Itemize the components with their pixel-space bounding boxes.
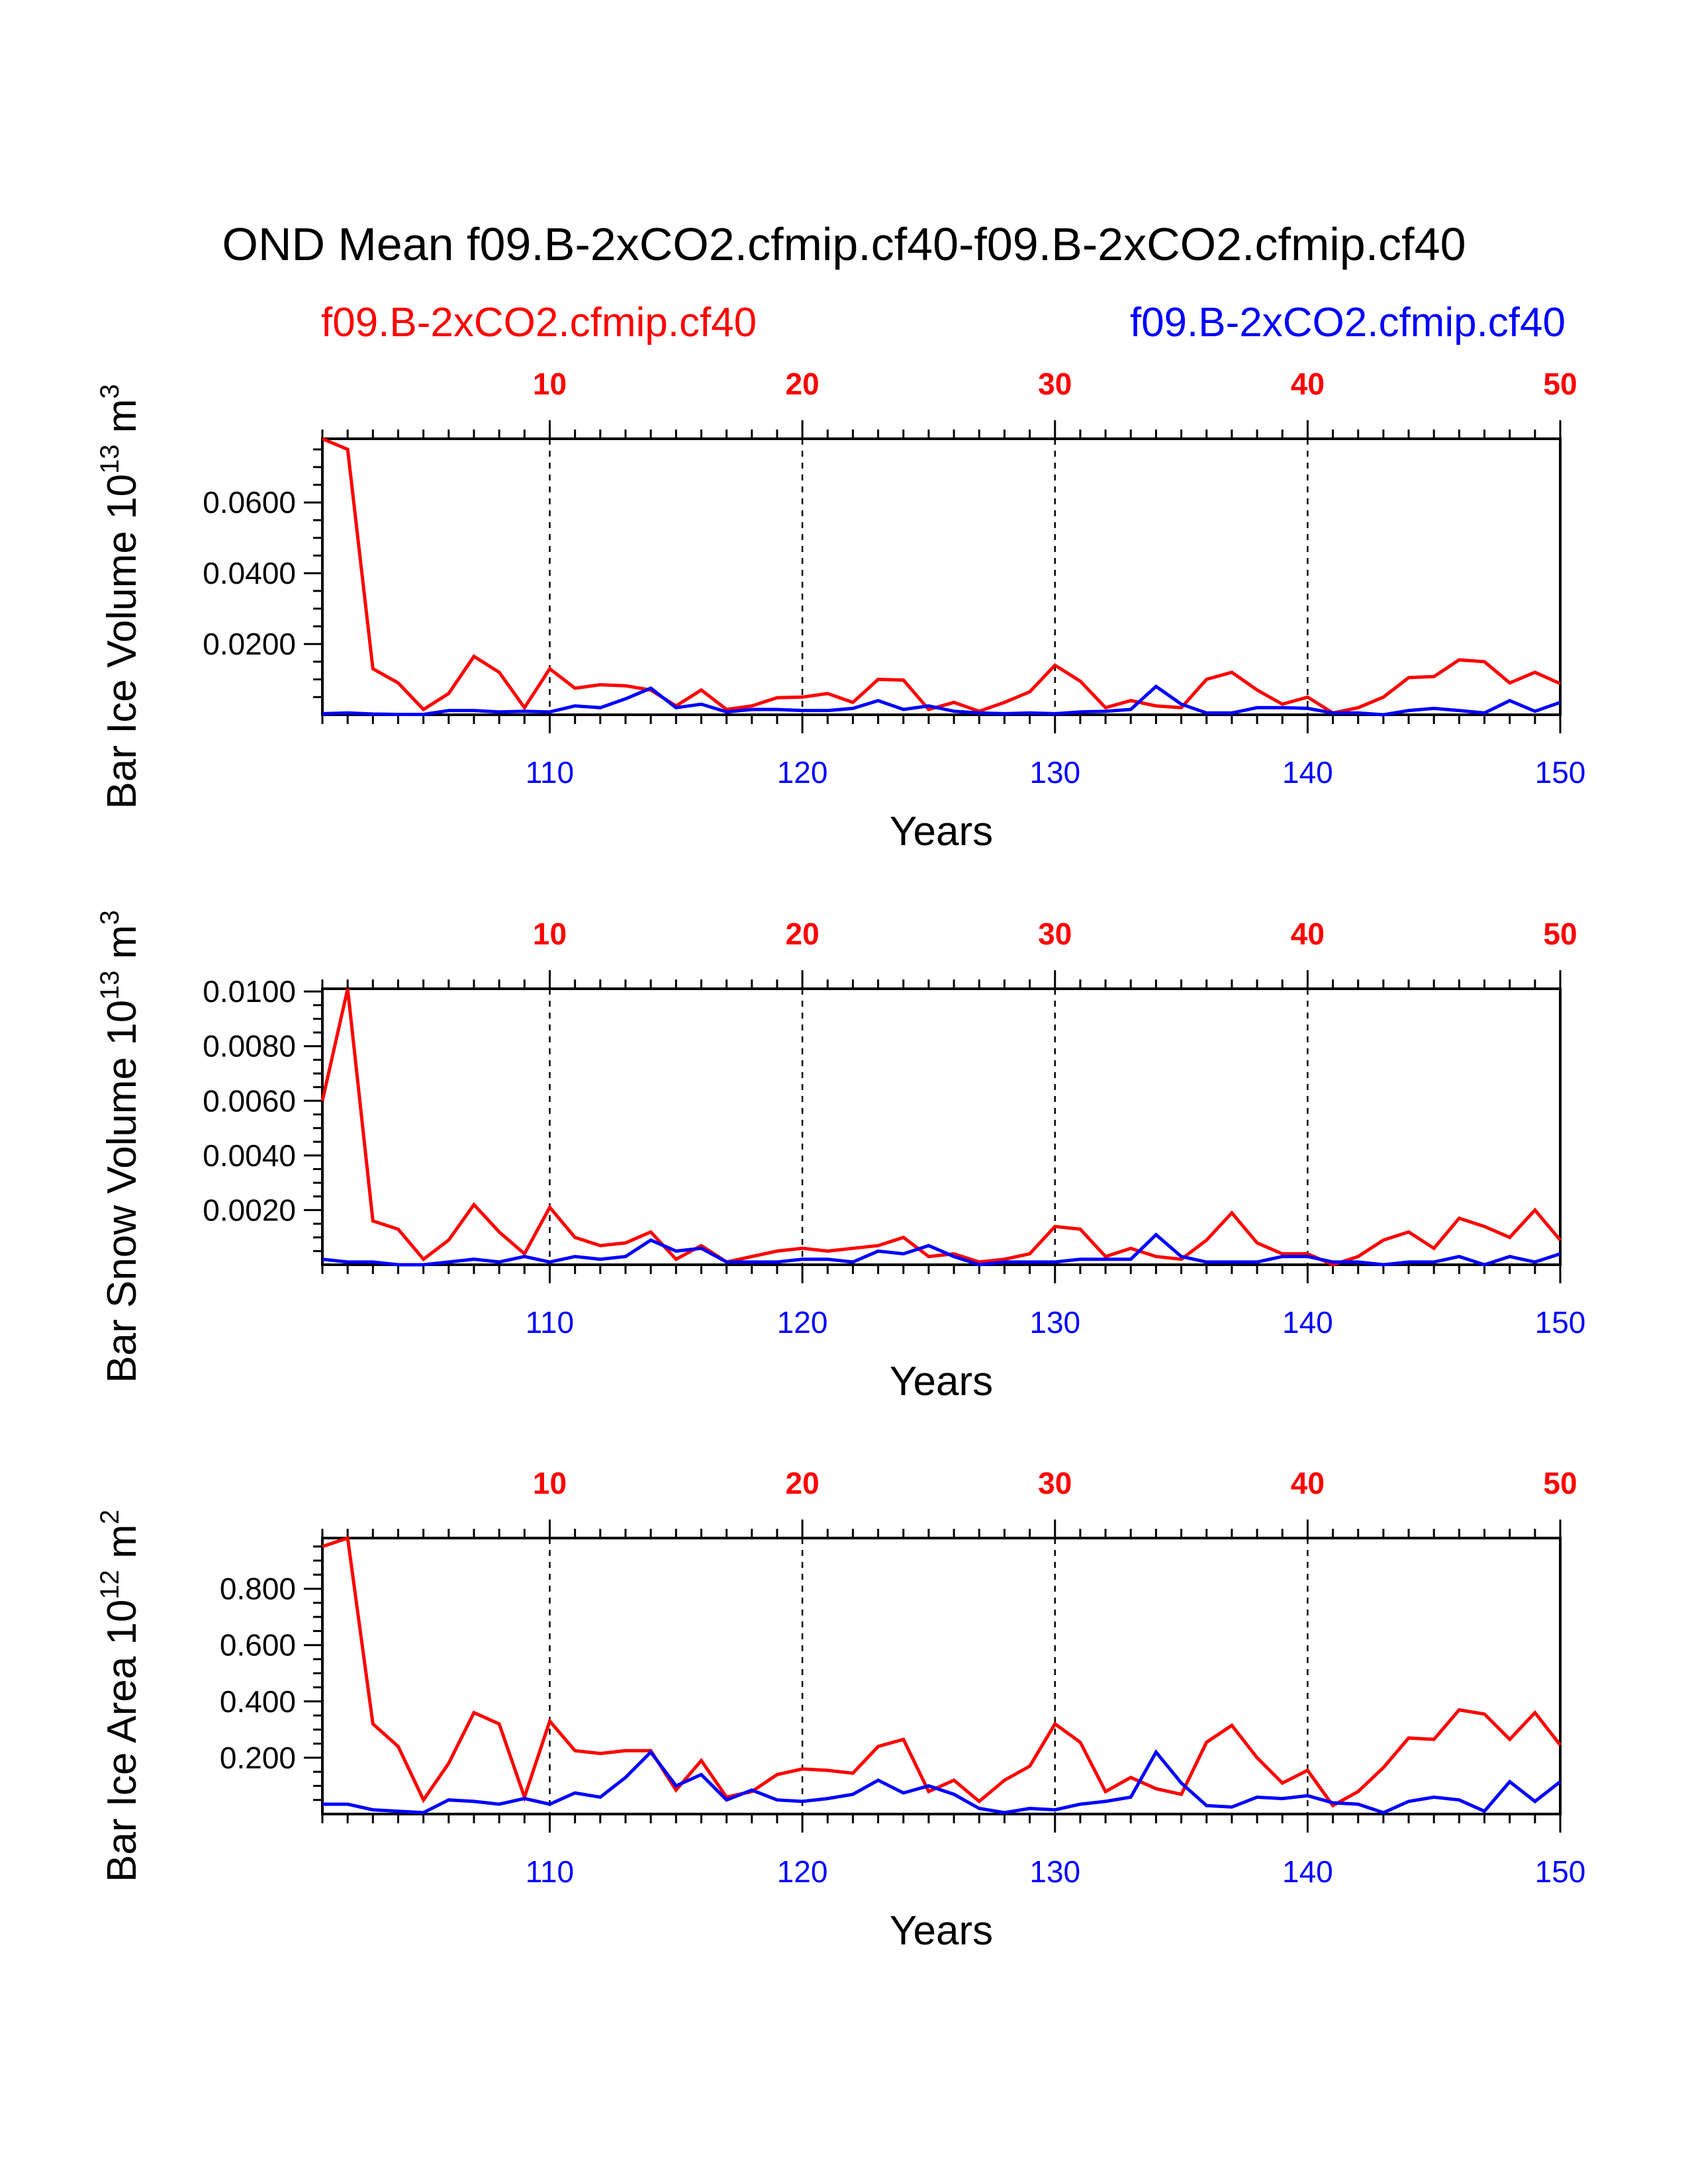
y-axis-title-part: m	[99, 399, 145, 445]
top-x-tick-label: 40	[1291, 367, 1325, 401]
top-x-tick-label: 10	[533, 1466, 567, 1500]
top-x-tick-label: 20	[786, 917, 820, 951]
bottom-x-tick-label: 140	[1282, 1854, 1333, 1889]
top-x-tick-label: 50	[1543, 1466, 1577, 1500]
bottom-x-tick-label: 110	[526, 755, 574, 790]
legend-left-label: f09.B-2xCO2.cfmip.cf40	[321, 300, 757, 345]
bottom-x-tick-label: 150	[1535, 1305, 1586, 1340]
y-axis-title-superscript: 3	[95, 910, 124, 925]
top-x-tick-label: 10	[533, 367, 567, 401]
series-line-blue	[322, 684, 1561, 717]
top-x-tick-label: 10	[533, 917, 567, 951]
y-tick-label: 0.0020	[203, 1193, 296, 1227]
y-axis-title-part: Bar Ice Area 10	[99, 1600, 145, 1882]
top-x-tick-label: 40	[1291, 917, 1325, 951]
y-axis-title: Bar Ice Area 1012 m2	[95, 1510, 145, 1882]
x-axis-title: Years	[890, 1359, 993, 1404]
bottom-x-tick-label: 150	[1535, 755, 1586, 790]
bottom-x-tick-label: 120	[777, 1854, 828, 1889]
y-tick-label: 0.0060	[203, 1083, 296, 1118]
y-tick-label: 0.800	[220, 1572, 296, 1606]
y-tick-label: 0.0600	[203, 485, 296, 520]
y-axis-title: Bar Ice Volume 1013 m3	[95, 384, 145, 809]
y-tick-label: 0.0080	[203, 1029, 296, 1064]
x-axis-title: Years	[890, 1908, 993, 1954]
series-line-red	[322, 1535, 1562, 1808]
top-x-tick-label: 30	[1038, 367, 1072, 401]
bottom-x-tick-label: 140	[1282, 1305, 1333, 1340]
figure-title: OND Mean f09.B-2xCO2.cfmip.cf40-f09.B-2x…	[222, 218, 1466, 270]
x-axis-title: Years	[890, 809, 993, 854]
y-axis-title-part: m	[99, 925, 145, 970]
y-tick-label: 0.0100	[203, 974, 296, 1009]
top-x-tick-label: 50	[1543, 917, 1577, 951]
y-axis-title: Bar Snow Volume 1013 m3	[95, 910, 145, 1383]
top-x-tick-label: 30	[1038, 1466, 1072, 1500]
series-line-blue	[322, 1232, 1561, 1267]
y-axis-title-superscript: 2	[95, 1510, 124, 1524]
y-tick-label: 0.0200	[203, 627, 296, 661]
legend-right-label: f09.B-2xCO2.cfmip.cf40	[1130, 300, 1566, 345]
y-tick-label: 0.0040	[203, 1138, 296, 1173]
top-x-tick-label: 50	[1543, 367, 1577, 401]
y-axis-title-part: m	[99, 1524, 145, 1570]
top-x-tick-label: 40	[1291, 1466, 1325, 1500]
series-line-red	[320, 988, 1562, 1267]
y-axis-title-superscript: 12	[95, 1570, 124, 1600]
y-axis-title-superscript: 3	[95, 384, 124, 398]
bottom-x-tick-label: 150	[1535, 1854, 1586, 1889]
bottom-x-tick-label: 110	[526, 1305, 574, 1340]
plot-frame	[321, 437, 1562, 716]
chart-panel-2: 10 20 30 40 50 110 120 130 140 150 Years 0.0020 0.00…	[95, 910, 1585, 1404]
bottom-x-tick-label: 140	[1282, 755, 1333, 790]
bottom-x-tick-label: 120	[777, 1305, 828, 1340]
bottom-x-tick-label: 130	[1029, 755, 1080, 790]
plot-frame	[321, 1537, 1562, 1815]
chart-panel-3: 10 20 30 40 50 110 120 130 140 150 Years 0.200 0.400…	[95, 1466, 1585, 1954]
bottom-x-tick-label: 130	[1029, 1305, 1080, 1340]
bottom-x-tick-label: 130	[1029, 1854, 1080, 1889]
top-x-tick-label: 20	[786, 1466, 820, 1500]
series-line-red	[322, 437, 1562, 715]
bottom-x-tick-label: 120	[777, 755, 828, 790]
y-tick-label: 0.600	[220, 1628, 296, 1662]
y-axis-title-superscript: 13	[95, 970, 124, 1000]
y-axis-title-part: Bar Snow Volume 10	[99, 1000, 145, 1383]
y-axis-title-part: Bar Ice Volume 10	[99, 474, 145, 809]
chart-panel-1: 10 20 30 40 50 110 120 130 140 150 Years 0.0200 0.04…	[95, 367, 1585, 854]
series-line-blue	[322, 1749, 1562, 1815]
y-tick-label: 0.200	[220, 1741, 296, 1775]
top-x-tick-label: 30	[1038, 917, 1072, 951]
bottom-x-tick-label: 110	[526, 1854, 574, 1889]
y-tick-label: 0.400	[220, 1684, 296, 1719]
plot-frame	[321, 987, 1562, 1266]
y-tick-label: 0.0400	[203, 556, 296, 590]
y-axis-title-superscript: 13	[95, 444, 124, 474]
top-x-tick-label: 20	[786, 367, 820, 401]
